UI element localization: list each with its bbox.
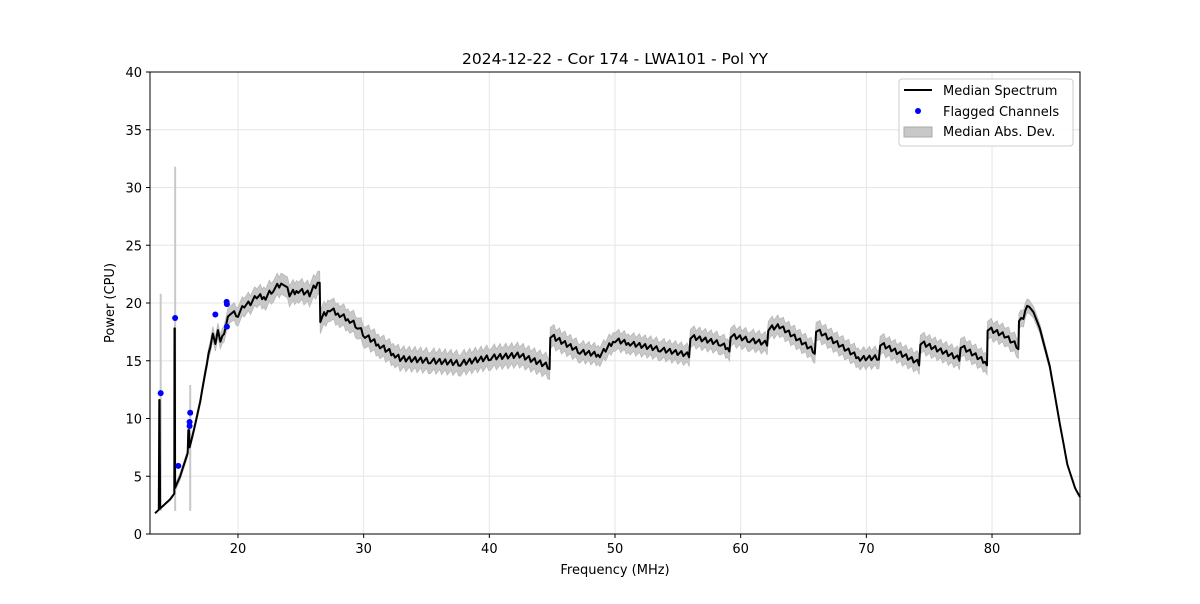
y-tick-label: 10 xyxy=(125,413,142,428)
flagged-channel-point xyxy=(223,301,230,308)
y-tick-label: 0 xyxy=(134,528,142,543)
median-spectrum-line xyxy=(154,281,1081,514)
x-tick-label: 40 xyxy=(481,542,498,557)
y-axis-label: Power (CPU) xyxy=(103,263,118,343)
x-axis-ticks: 20 30 40 50 60 70 80 xyxy=(230,534,1001,557)
legend-mad-label: Median Abs. Dev. xyxy=(943,125,1055,140)
flagged-channel-point xyxy=(186,423,193,430)
x-tick-label: 20 xyxy=(230,542,247,557)
legend-flagged-label: Flagged Channels xyxy=(943,105,1059,120)
flagged-channel-point xyxy=(223,323,230,330)
legend: Median Spectrum Flagged Channels Median … xyxy=(898,78,1074,147)
y-tick-label: 40 xyxy=(125,66,142,81)
y-tick-label: 25 xyxy=(125,239,142,254)
chart-title: 2024-12-22 - Cor 174 - LWA101 - Pol YY xyxy=(462,50,768,68)
legend-mad-swatch xyxy=(903,126,933,138)
flagged-channel-point xyxy=(172,315,179,322)
y-tick-label: 35 xyxy=(125,124,142,139)
y-axis-ticks: 0 5 10 15 20 25 30 35 40 xyxy=(125,66,150,543)
flagged-channel-point xyxy=(175,462,182,469)
x-tick-label: 60 xyxy=(732,542,749,557)
y-tick-label: 30 xyxy=(125,182,142,197)
median-line-layer xyxy=(154,281,1081,514)
legend-flagged-swatch xyxy=(915,108,921,114)
x-axis-label: Frequency (MHz) xyxy=(560,563,669,578)
legend-box xyxy=(898,78,1074,147)
legend-median-label: Median Spectrum xyxy=(943,84,1057,99)
flagged-channel-point xyxy=(187,409,194,416)
y-tick-label: 20 xyxy=(125,297,142,312)
x-tick-label: 80 xyxy=(984,542,1001,557)
y-tick-label: 15 xyxy=(125,355,142,370)
mad-band xyxy=(154,270,1081,514)
flagged-points-layer xyxy=(157,298,230,469)
flagged-channel-point xyxy=(212,311,219,318)
x-tick-label: 50 xyxy=(607,542,624,557)
x-tick-label: 30 xyxy=(355,542,372,557)
x-tick-label: 70 xyxy=(858,542,875,557)
y-tick-label: 5 xyxy=(134,470,142,485)
flagged-channel-point xyxy=(157,390,164,397)
